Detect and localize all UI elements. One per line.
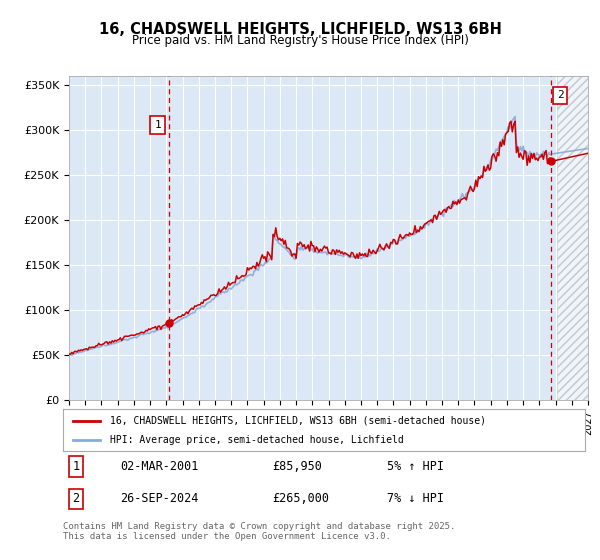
Text: 26-SEP-2024: 26-SEP-2024 — [121, 492, 199, 505]
Text: 2: 2 — [557, 91, 563, 100]
Text: £265,000: £265,000 — [272, 492, 329, 505]
Text: £85,950: £85,950 — [272, 460, 322, 473]
Text: 1: 1 — [154, 120, 161, 130]
Text: HPI: Average price, semi-detached house, Lichfield: HPI: Average price, semi-detached house,… — [110, 435, 404, 445]
Text: 16, CHADSWELL HEIGHTS, LICHFIELD, WS13 6BH (semi-detached house): 16, CHADSWELL HEIGHTS, LICHFIELD, WS13 6… — [110, 416, 486, 426]
Text: 16, CHADSWELL HEIGHTS, LICHFIELD, WS13 6BH: 16, CHADSWELL HEIGHTS, LICHFIELD, WS13 6… — [98, 22, 502, 38]
Text: 2: 2 — [73, 492, 80, 505]
Text: 5% ↑ HPI: 5% ↑ HPI — [386, 460, 443, 473]
Text: Price paid vs. HM Land Registry's House Price Index (HPI): Price paid vs. HM Land Registry's House … — [131, 34, 469, 46]
Text: 7% ↓ HPI: 7% ↓ HPI — [386, 492, 443, 505]
Text: Contains HM Land Registry data © Crown copyright and database right 2025.
This d: Contains HM Land Registry data © Crown c… — [63, 522, 455, 542]
Text: 1: 1 — [73, 460, 80, 473]
Text: 02-MAR-2001: 02-MAR-2001 — [121, 460, 199, 473]
